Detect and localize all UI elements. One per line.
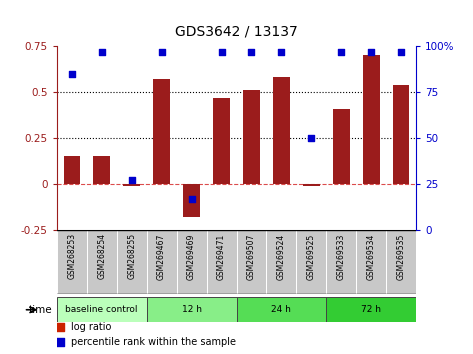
Text: GSM269471: GSM269471 — [217, 233, 226, 280]
Bar — [87, 230, 117, 294]
Bar — [297, 230, 326, 294]
Text: GSM269525: GSM269525 — [307, 233, 316, 280]
Bar — [243, 90, 260, 184]
Text: GSM269467: GSM269467 — [157, 233, 166, 280]
Text: time: time — [28, 305, 52, 315]
Bar — [176, 230, 207, 294]
Bar — [363, 55, 379, 184]
Point — [338, 49, 345, 55]
Text: GSM269533: GSM269533 — [337, 233, 346, 280]
Point — [368, 49, 375, 55]
Bar — [147, 230, 176, 294]
Text: GSM268253: GSM268253 — [67, 233, 76, 279]
Bar — [326, 230, 356, 294]
Bar — [333, 109, 350, 184]
Bar — [117, 230, 147, 294]
Point — [188, 196, 195, 202]
Point — [98, 49, 105, 55]
Text: GSM269507: GSM269507 — [247, 233, 256, 280]
Text: GDS3642 / 13137: GDS3642 / 13137 — [175, 25, 298, 39]
Text: 12 h: 12 h — [182, 305, 201, 314]
Bar — [386, 230, 416, 294]
Text: percentile rank within the sample: percentile rank within the sample — [71, 337, 236, 348]
Bar — [266, 230, 297, 294]
Bar — [303, 184, 320, 186]
Bar — [184, 184, 200, 217]
Point — [248, 49, 255, 55]
Bar — [326, 297, 416, 322]
Bar — [123, 184, 140, 186]
Bar — [94, 156, 110, 184]
Bar — [273, 77, 289, 184]
Text: GSM269535: GSM269535 — [397, 233, 406, 280]
Text: GSM269534: GSM269534 — [367, 233, 376, 280]
Bar — [57, 230, 87, 294]
Text: GSM268255: GSM268255 — [127, 233, 136, 279]
Bar — [393, 85, 410, 184]
Point — [57, 340, 64, 346]
Point — [307, 135, 315, 141]
Text: baseline control: baseline control — [65, 305, 138, 314]
Point — [68, 71, 76, 76]
Text: GSM268254: GSM268254 — [97, 233, 106, 279]
Bar — [236, 297, 326, 322]
Point — [158, 49, 166, 55]
Bar — [147, 297, 236, 322]
Bar — [236, 230, 266, 294]
Point — [128, 178, 135, 183]
Point — [278, 49, 285, 55]
Text: GSM269524: GSM269524 — [277, 233, 286, 280]
Text: GSM269469: GSM269469 — [187, 233, 196, 280]
Point — [57, 324, 64, 329]
Bar — [356, 230, 386, 294]
Bar — [57, 297, 147, 322]
Text: 72 h: 72 h — [361, 305, 381, 314]
Bar — [153, 79, 170, 184]
Bar — [207, 230, 236, 294]
Bar — [63, 156, 80, 184]
Point — [397, 49, 405, 55]
Text: 24 h: 24 h — [272, 305, 291, 314]
Point — [218, 49, 225, 55]
Bar — [213, 98, 230, 184]
Text: log ratio: log ratio — [71, 321, 112, 332]
